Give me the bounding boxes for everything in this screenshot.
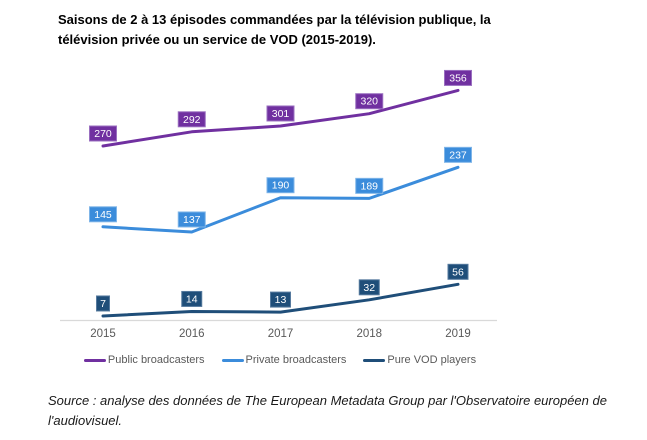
data-label-box-public-broadcasters-2018 [355,93,384,110]
legend-swatch-private-broadcasters [221,358,244,362]
data-label-value-pure-vod-players-2016: 14 [186,293,198,305]
data-label-value-pure-vod-players-2019: 56 [452,266,464,278]
data-label-box-private-broadcasters-2016 [177,211,206,228]
data-label-value-private-broadcasters-2017: 190 [272,180,290,192]
legend-label-private-broadcasters: Private broadcasters [245,354,347,366]
data-label-value-public-broadcasters-2019: 356 [449,72,467,84]
legend-swatch-pure-vod-players [363,358,386,362]
x-tick-label-2016: 2016 [179,328,205,340]
source-note: Source : analyse des données de The Euro… [48,393,607,429]
data-label-value-private-broadcasters-2015: 145 [94,209,112,221]
line-private-broadcasters [101,165,460,234]
data-label-box-private-broadcasters-2018 [355,177,384,194]
legend-label-pure-vod-players: Pure VOD players [387,354,477,366]
data-label-value-public-broadcasters-2017: 301 [272,108,290,120]
x-tick-label-2019: 2019 [445,328,471,340]
line-public-broadcasters [101,88,460,148]
chart-title: Saisons de 2 à 13 épisodes commandées pa… [58,12,491,47]
data-label-box-public-broadcasters-2019 [444,69,472,86]
legend-item-private-broadcasters: Private broadcasters [221,354,347,366]
data-label-box-public-broadcasters-2015 [89,125,117,142]
data-label-value-private-broadcasters-2019: 237 [449,149,467,161]
data-label-value-pure-vod-players-2015: 7 [100,298,106,310]
data-label-box-pure-vod-players-2017 [270,291,291,308]
data-label-box-private-broadcasters-2017 [266,177,295,194]
x-tick-label-2017: 2017 [268,328,294,340]
line-pure-vod-players [101,282,460,318]
line-chart: 2015 2016 2017 2018 2019 270 292 301 320 356 145 13… [55,60,505,350]
data-label-value-public-broadcasters-2016: 292 [183,114,201,126]
data-label-box-private-broadcasters-2015 [89,206,117,223]
x-tick-label-2018: 2018 [356,328,382,340]
data-label-value-public-broadcasters-2018: 320 [360,96,378,108]
data-label-box-pure-vod-players-2015 [96,295,110,312]
data-label-value-private-broadcasters-2016: 137 [183,214,201,226]
data-label-box-public-broadcasters-2017 [266,105,295,122]
data-label-value-public-broadcasters-2015: 270 [94,128,112,140]
data-label-value-private-broadcasters-2018: 189 [360,180,378,192]
data-label-value-pure-vod-players-2017: 13 [275,294,287,306]
legend-label-public-broadcasters: Public broadcasters [107,354,205,366]
data-label-box-pure-vod-players-2018 [358,279,380,296]
data-label-value-pure-vod-players-2018: 32 [363,282,375,294]
data-label-box-private-broadcasters-2019 [444,146,472,163]
x-tick-label-2015: 2015 [90,328,116,340]
legend-swatch-public-broadcasters [83,358,106,362]
data-label-box-pure-vod-players-2019 [447,263,469,280]
data-label-box-public-broadcasters-2016 [177,111,206,128]
chart-canvas: 2015 2016 2017 2018 2019 270 292 301 320 356 145 13… [60,69,497,340]
legend-item-pure-vod-players: Pure VOD players [363,354,476,366]
legend-item-public-broadcasters: Public broadcasters [83,354,205,366]
data-label-box-pure-vod-players-2016 [181,290,203,307]
chart-legend: Public broadcasters Private broadcasters… [55,351,505,369]
